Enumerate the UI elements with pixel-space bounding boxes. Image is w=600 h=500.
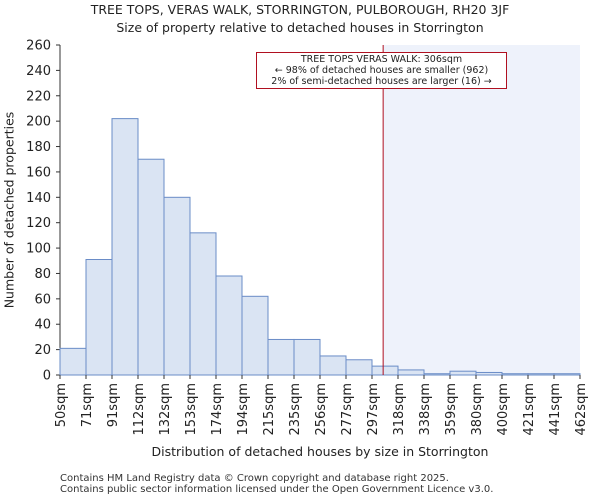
bar: [189, 232, 217, 376]
bar: [397, 369, 425, 376]
bar: [293, 338, 321, 376]
x-tick-label: 277sqm: [340, 383, 355, 436]
y-tick-label: 80: [34, 267, 51, 282]
x-tick-label: 50sqm: [54, 383, 69, 427]
bar: [553, 373, 581, 376]
x-tick-label: 338sqm: [418, 383, 433, 436]
y-tick-label: 160: [26, 165, 51, 180]
x-tick-label: 132sqm: [158, 383, 173, 436]
bar: [501, 373, 529, 376]
x-tick-label: 235sqm: [288, 383, 303, 436]
y-tick-label: 120: [26, 216, 51, 231]
y-tick-label: 60: [34, 292, 51, 307]
x-tick-label: 256sqm: [314, 383, 329, 436]
x-tick-label: 91sqm: [106, 383, 121, 427]
bar: [527, 373, 555, 376]
y-tick-label: 40: [34, 318, 51, 333]
bar: [59, 347, 87, 376]
bar: [163, 196, 191, 376]
x-tick-label: 380sqm: [470, 383, 485, 436]
annotation-line-2: ← 98% of detached houses are smaller (96…: [274, 65, 489, 76]
y-tick-label: 260: [26, 39, 51, 54]
y-tick-label: 220: [26, 89, 51, 104]
footer-line-1: Contains HM Land Registry data © Crown c…: [60, 473, 449, 484]
bar: [241, 295, 269, 376]
chart-title: TREE TOPS, VERAS WALK, STORRINGTON, PULB…: [90, 2, 510, 17]
annotation-line-3: 2% of semi-detached houses are larger (1…: [271, 76, 492, 87]
bar: [345, 359, 373, 376]
x-tick-label: 462sqm: [574, 383, 589, 436]
bar: [267, 338, 295, 376]
x-tick-label: 297sqm: [366, 383, 381, 436]
bar: [85, 259, 113, 376]
y-tick-label: 100: [26, 242, 51, 257]
x-tick-label: 421sqm: [522, 383, 537, 436]
bar: [449, 370, 477, 376]
x-tick-label: 112sqm: [132, 383, 147, 436]
y-tick-label: 140: [26, 191, 51, 206]
y-tick-label: 240: [26, 64, 51, 79]
bar: [215, 275, 243, 376]
bar: [371, 365, 399, 376]
y-tick-label: 180: [26, 140, 51, 155]
marker-annotation: TREE TOPS VERAS WALK: 306sqm ← 98% of de…: [256, 52, 507, 89]
x-axis-label: Distribution of detached houses by size …: [151, 444, 489, 459]
y-tick-label: 200: [26, 115, 51, 130]
y-tick-label: 20: [34, 343, 51, 358]
bar: [137, 158, 165, 376]
x-tick-label: 400sqm: [496, 383, 511, 436]
bar: [423, 373, 451, 376]
x-tick-label: 441sqm: [548, 383, 563, 436]
chart-subtitle: Size of property relative to detached ho…: [116, 20, 484, 35]
x-tick-label: 174sqm: [210, 383, 225, 436]
x-tick-label: 153sqm: [184, 383, 199, 436]
x-tick-label: 359sqm: [444, 383, 459, 436]
y-axis-label: Number of detached properties: [1, 111, 17, 309]
annotation-line-1: TREE TOPS VERAS WALK: 306sqm: [300, 54, 463, 65]
x-tick-label: 318sqm: [392, 383, 407, 436]
bar: [319, 355, 347, 376]
x-tick-label: 215sqm: [262, 383, 277, 436]
footer-line-2: Contains public sector information licen…: [60, 484, 494, 495]
bar: [111, 118, 139, 376]
shaded-region: [383, 45, 580, 375]
y-tick-label: 0: [43, 369, 51, 384]
x-tick-label: 71sqm: [80, 383, 95, 427]
bar: [475, 371, 503, 376]
x-tick-label: 194sqm: [236, 383, 251, 436]
